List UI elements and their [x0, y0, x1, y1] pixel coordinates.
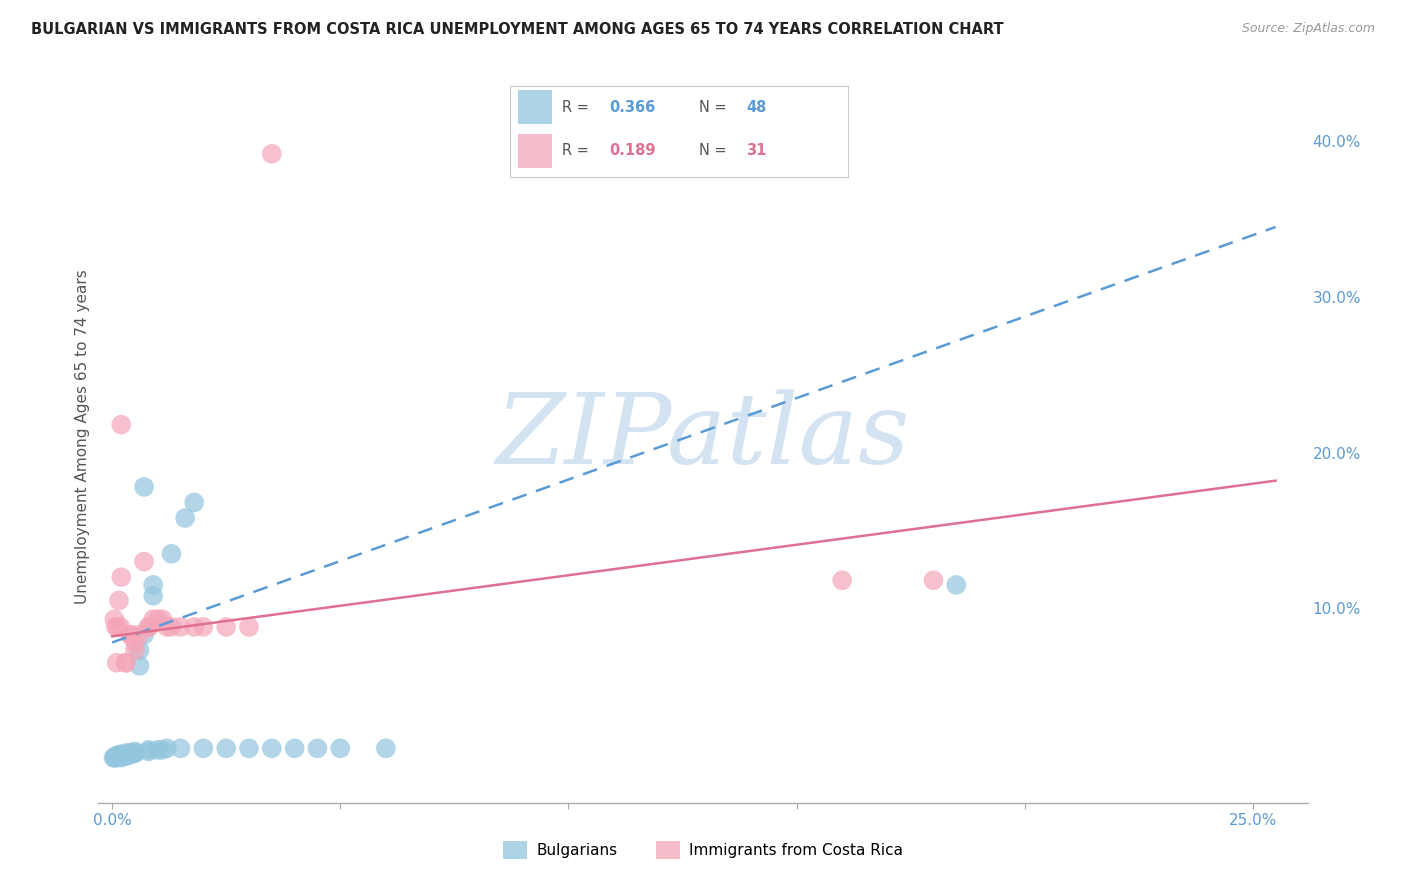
Bulgarians	[142, 578, 165, 592]
Immigrants from Costa Rica	[138, 620, 160, 634]
Immigrants from Costa Rica	[107, 620, 129, 634]
Immigrants from Costa Rica	[104, 620, 127, 634]
Bulgarians	[124, 744, 146, 758]
Immigrants from Costa Rica	[110, 570, 132, 584]
Bulgarians	[215, 741, 238, 756]
Bulgarians	[120, 746, 142, 760]
Bulgarians	[103, 750, 125, 764]
Immigrants from Costa Rica	[103, 612, 125, 626]
Bulgarians	[138, 743, 160, 757]
Immigrants from Costa Rica	[183, 620, 205, 634]
Immigrants from Costa Rica	[146, 612, 169, 626]
Immigrants from Costa Rica	[124, 635, 146, 649]
Immigrants from Costa Rica	[124, 643, 146, 657]
Bulgarians	[114, 746, 136, 760]
Text: BULGARIAN VS IMMIGRANTS FROM COSTA RICA UNEMPLOYMENT AMONG AGES 65 TO 74 YEARS C: BULGARIAN VS IMMIGRANTS FROM COSTA RICA …	[31, 22, 1004, 37]
Immigrants from Costa Rica	[831, 574, 853, 588]
Immigrants from Costa Rica	[108, 593, 131, 607]
Bulgarians	[128, 643, 150, 657]
Bulgarians	[307, 741, 329, 756]
Immigrants from Costa Rica	[110, 417, 132, 432]
Bulgarians	[112, 749, 135, 764]
Bulgarians	[103, 750, 125, 764]
Text: Source: ZipAtlas.com: Source: ZipAtlas.com	[1241, 22, 1375, 36]
Bulgarians	[112, 747, 135, 762]
Bulgarians	[108, 749, 131, 764]
Immigrants from Costa Rica	[110, 620, 132, 634]
Bulgarians	[146, 743, 169, 757]
Bulgarians	[108, 747, 131, 762]
Immigrants from Costa Rica	[169, 620, 191, 634]
Bulgarians	[124, 746, 146, 760]
Bulgarians	[183, 495, 205, 509]
Bulgarians	[156, 741, 179, 756]
Immigrants from Costa Rica	[114, 656, 136, 670]
Immigrants from Costa Rica	[105, 656, 128, 670]
Immigrants from Costa Rica	[160, 620, 183, 634]
Immigrants from Costa Rica	[132, 555, 155, 569]
Text: ZIPatlas: ZIPatlas	[496, 390, 910, 484]
Bulgarians	[110, 750, 132, 764]
Bulgarians	[169, 741, 191, 756]
Bulgarians	[114, 747, 136, 762]
Bulgarians	[174, 511, 197, 525]
Immigrants from Costa Rica	[120, 628, 142, 642]
Immigrants from Costa Rica	[260, 146, 283, 161]
Bulgarians	[105, 749, 128, 764]
Bulgarians	[138, 744, 160, 758]
Bulgarians	[284, 741, 307, 756]
Immigrants from Costa Rica	[156, 620, 179, 634]
Bulgarians	[124, 746, 146, 760]
Immigrants from Costa Rica	[150, 612, 173, 626]
Bulgarians	[374, 741, 396, 756]
Bulgarians	[110, 749, 132, 764]
Immigrants from Costa Rica	[922, 574, 945, 588]
Bulgarians	[193, 741, 215, 756]
Legend: Bulgarians, Immigrants from Costa Rica: Bulgarians, Immigrants from Costa Rica	[496, 835, 910, 864]
Bulgarians	[160, 547, 183, 561]
Bulgarians	[238, 741, 260, 756]
Bulgarians	[945, 578, 967, 592]
Bulgarians	[128, 658, 150, 673]
Bulgarians	[260, 741, 283, 756]
Bulgarians	[105, 750, 128, 764]
Immigrants from Costa Rica	[193, 620, 215, 634]
Bulgarians	[107, 749, 129, 764]
Bulgarians	[117, 747, 139, 762]
Immigrants from Costa Rica	[215, 620, 238, 634]
Bulgarians	[110, 747, 132, 762]
Bulgarians	[120, 747, 142, 762]
Immigrants from Costa Rica	[138, 620, 160, 634]
Bulgarians	[132, 480, 155, 494]
Bulgarians	[142, 589, 165, 603]
Bulgarians	[104, 749, 127, 764]
Immigrants from Costa Rica	[120, 628, 142, 642]
Bulgarians	[132, 628, 155, 642]
Bulgarians	[329, 741, 352, 756]
Bulgarians	[120, 746, 142, 760]
Bulgarians	[120, 747, 142, 762]
Immigrants from Costa Rica	[238, 620, 260, 634]
Y-axis label: Unemployment Among Ages 65 to 74 years: Unemployment Among Ages 65 to 74 years	[75, 269, 90, 605]
Bulgarians	[150, 743, 173, 757]
Immigrants from Costa Rica	[142, 612, 165, 626]
Immigrants from Costa Rica	[128, 628, 150, 642]
Bulgarians	[114, 749, 136, 764]
Immigrants from Costa Rica	[114, 656, 136, 670]
